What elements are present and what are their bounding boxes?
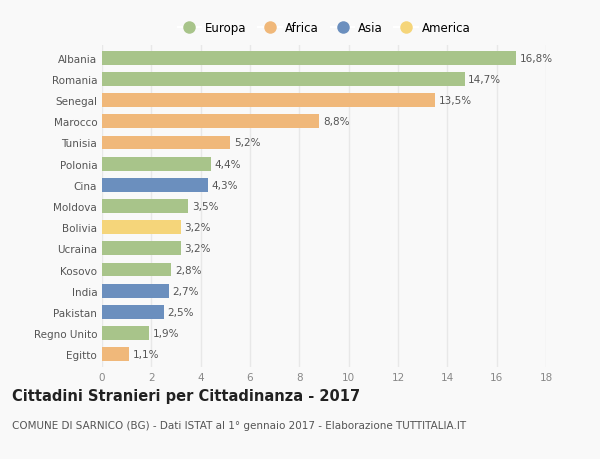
Text: 4,3%: 4,3%: [212, 180, 238, 190]
Bar: [102, 200, 188, 213]
Text: 1,1%: 1,1%: [133, 349, 160, 359]
Text: 3,2%: 3,2%: [185, 223, 211, 233]
Text: 3,2%: 3,2%: [185, 244, 211, 254]
Text: 16,8%: 16,8%: [520, 54, 553, 64]
Text: 2,7%: 2,7%: [172, 286, 199, 296]
Bar: [102, 136, 230, 150]
Text: 4,4%: 4,4%: [214, 159, 241, 169]
Bar: [102, 221, 181, 235]
Bar: [102, 284, 169, 298]
Text: 8,8%: 8,8%: [323, 117, 349, 127]
Text: Cittadini Stranieri per Cittadinanza - 2017: Cittadini Stranieri per Cittadinanza - 2…: [12, 388, 360, 403]
Legend: Europa, Africa, Asia, America: Europa, Africa, Asia, America: [175, 20, 473, 37]
Bar: [102, 52, 517, 66]
Bar: [102, 179, 208, 192]
Text: 14,7%: 14,7%: [468, 75, 502, 85]
Text: 1,9%: 1,9%: [152, 328, 179, 338]
Bar: [102, 263, 171, 277]
Bar: [102, 73, 464, 87]
Text: 13,5%: 13,5%: [439, 96, 472, 106]
Bar: [102, 94, 435, 108]
Text: 2,8%: 2,8%: [175, 265, 201, 275]
Bar: [102, 326, 149, 340]
Text: 5,2%: 5,2%: [234, 138, 260, 148]
Bar: [102, 157, 211, 171]
Bar: [102, 347, 129, 361]
Bar: [102, 305, 164, 319]
Text: 3,5%: 3,5%: [192, 202, 218, 212]
Bar: [102, 242, 181, 256]
Bar: [102, 115, 319, 129]
Text: COMUNE DI SARNICO (BG) - Dati ISTAT al 1° gennaio 2017 - Elaborazione TUTTITALIA: COMUNE DI SARNICO (BG) - Dati ISTAT al 1…: [12, 420, 466, 430]
Text: 2,5%: 2,5%: [167, 307, 194, 317]
